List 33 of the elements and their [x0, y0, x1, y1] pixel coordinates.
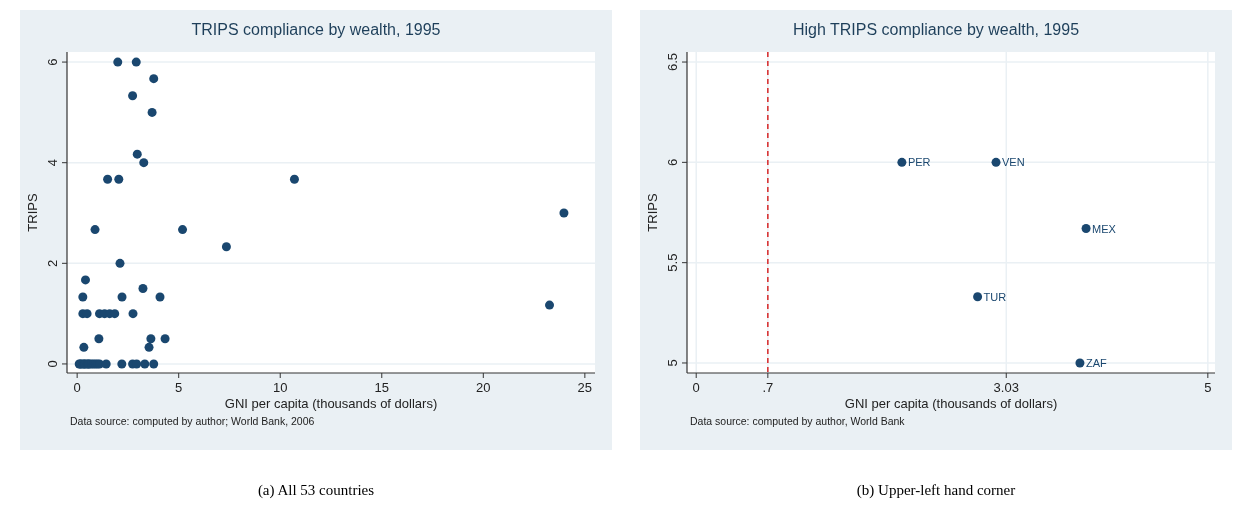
y-axis-title: TRIPS: [645, 193, 660, 232]
chart-title: High TRIPS compliance by wealth, 1995: [792, 21, 1080, 38]
source-note: Data source: computed by author, World Bank: [690, 415, 906, 427]
x-tick-label: 15: [374, 380, 389, 395]
x-tick-label: 3.03: [993, 380, 1019, 395]
annotation: ZAF: [1085, 356, 1107, 369]
x-tick-label: 5: [175, 380, 183, 395]
y-tick-label: 4: [45, 159, 60, 167]
text: (b) Upper-left hand corner: [856, 482, 1016, 499]
x-tick-label: 10: [273, 380, 288, 395]
x-tick-label: 0: [692, 380, 700, 395]
chart-title: TRIPS compliance by wealth, 1995: [191, 21, 441, 38]
x-tick-label: 25: [577, 380, 593, 395]
source-note: Data source: computed by author; World Bank, 2006: [70, 415, 315, 427]
y-axis-title: TRIPS: [25, 193, 40, 232]
x-axis-title: GNI per capita (thousands of dollars): [844, 396, 1058, 411]
y-tick-label: 0: [45, 360, 60, 368]
annotation: PER: [907, 156, 931, 169]
annotation: MEX: [1092, 222, 1117, 235]
annotation: VEN: [1002, 156, 1025, 169]
x-tick-label: 20: [476, 380, 491, 395]
x-axis-title: GNI per capita (thousands of dollars): [224, 396, 438, 411]
x-tick-label: 5: [1204, 380, 1212, 395]
y-tick-label: 2: [45, 259, 60, 267]
y-tick-label: 5.5: [665, 253, 680, 272]
text: (a) All 53 countries: [257, 482, 375, 499]
y-tick-label: 5: [665, 359, 680, 367]
annotation: TUR: [983, 290, 1007, 303]
x-tick-label: .7: [762, 380, 774, 395]
y-tick-label: 6.5: [665, 52, 680, 72]
x-tick-label: 0: [73, 380, 81, 395]
y-tick-label: 6: [45, 58, 60, 66]
y-tick-label: 6: [665, 158, 680, 166]
